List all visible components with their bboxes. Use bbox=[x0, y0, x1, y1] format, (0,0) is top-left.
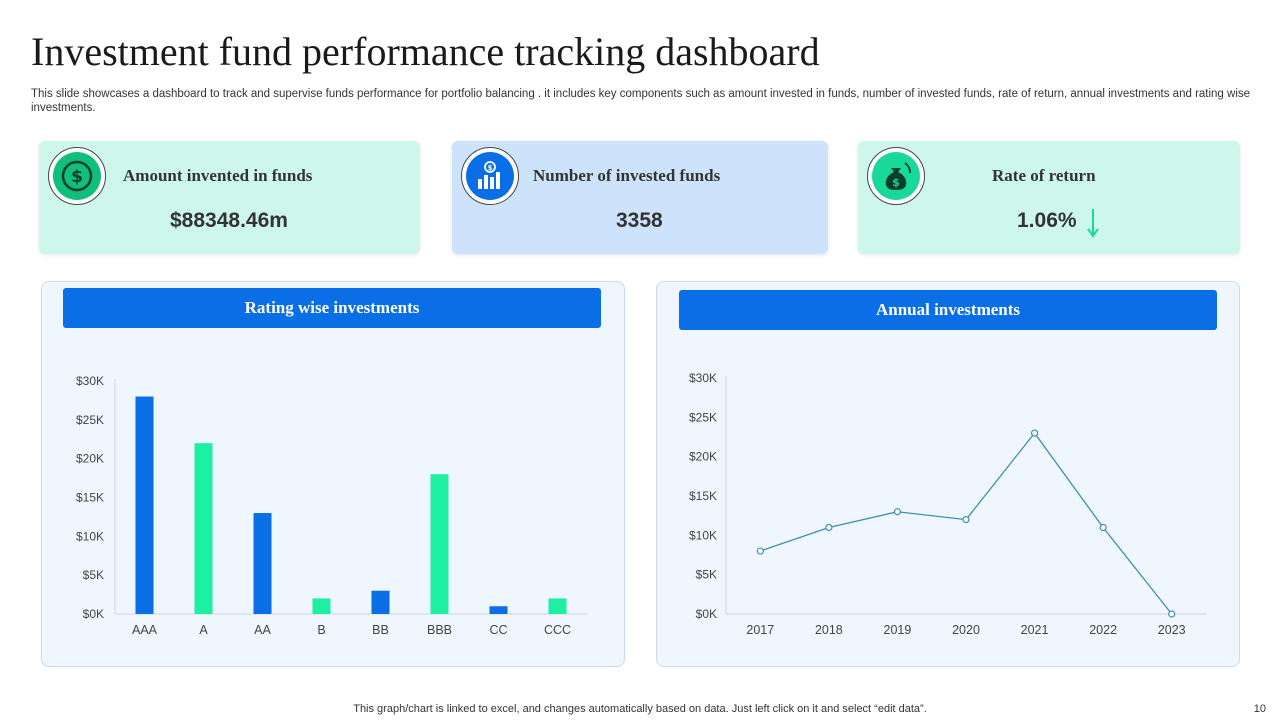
growth-bars-icon: $ bbox=[461, 147, 519, 205]
bar-aa bbox=[253, 513, 272, 614]
bar-bbb bbox=[430, 474, 449, 614]
line-x-tick-label: 2023 bbox=[1158, 623, 1186, 637]
bar-x-tick-label: BBB bbox=[427, 623, 452, 637]
line-x-tick-label: 2020 bbox=[952, 623, 980, 637]
annual-investments-header: Annual investments bbox=[679, 290, 1217, 330]
line-y-tick-label: $25K bbox=[689, 410, 717, 424]
line-point-2017 bbox=[756, 547, 764, 555]
annual-investments-line bbox=[760, 431, 1173, 615]
svg-text:$: $ bbox=[488, 164, 493, 172]
line-x-tick-label: 2022 bbox=[1089, 623, 1117, 637]
line-point-2020 bbox=[962, 516, 970, 524]
line-y-tick-label: $0K bbox=[696, 607, 717, 621]
line-y-tick-label: $30K bbox=[689, 371, 717, 385]
bar-aaa bbox=[135, 396, 154, 614]
kpi-value-number-of-funds: 3358 bbox=[616, 209, 663, 232]
bar-x-tick-label: AAA bbox=[132, 623, 158, 637]
bar-a bbox=[194, 443, 213, 614]
annual-line-chart[interactable]: $0K $5K $10K $15K $20K $25K $30K 2017 2018 2019 20… bbox=[657, 282, 1241, 668]
down-arrow-icon bbox=[1087, 209, 1099, 238]
kpi-value-rate-of-return: 1.06% bbox=[1017, 209, 1077, 232]
rating-investments-header: Rating wise investments bbox=[63, 288, 601, 328]
bar-x-tick-label: B bbox=[317, 623, 325, 637]
line-x-tick-label: 2017 bbox=[746, 623, 774, 637]
annual-investments-panel: Annual investments $0K $5K $10K $15K $20K $25… bbox=[656, 281, 1240, 667]
line-point-2018 bbox=[825, 523, 833, 532]
bar-x-tick-label: CC bbox=[489, 623, 507, 637]
bar-ccc bbox=[548, 598, 567, 614]
kpi-card-rate-of-return: $ Rate of return 1.06% bbox=[858, 141, 1240, 254]
page-number: 10 bbox=[1253, 703, 1266, 715]
kpi-card-number-of-funds: $ Number of invested funds 3358 bbox=[452, 141, 828, 254]
bar-y-tick-label: $20K bbox=[76, 452, 104, 466]
bar-y-tick-label: $10K bbox=[76, 529, 104, 543]
bar-x-tick-label: BB bbox=[372, 623, 389, 637]
bar-bb bbox=[371, 590, 390, 614]
line-point-2019 bbox=[893, 508, 902, 516]
footer-note: This graph/chart is linked to excel, and… bbox=[353, 703, 927, 715]
line-y-tick-label: $10K bbox=[689, 528, 717, 542]
money-bag-icon: $ bbox=[867, 147, 925, 205]
line-point-2021 bbox=[1030, 429, 1039, 437]
dollar-coin-icon: $ bbox=[48, 147, 106, 205]
bar-y-tick-label: $30K bbox=[76, 374, 104, 388]
line-point-2022 bbox=[1099, 523, 1107, 532]
bar-b bbox=[312, 598, 331, 614]
rating-investments-panel: Rating wise investments $0K $5K $10K $15K $2… bbox=[41, 281, 625, 667]
page-title: Investment fund performance tracking das… bbox=[31, 29, 820, 74]
line-x-tick-label: 2021 bbox=[1021, 623, 1049, 637]
bar-x-tick-label: CCC bbox=[544, 623, 571, 637]
kpi-label-amount-invested: Amount invented in funds bbox=[123, 166, 313, 185]
line-point-2023 bbox=[1168, 610, 1176, 618]
bar-y-tick-label: $5K bbox=[83, 568, 104, 582]
svg-text:$: $ bbox=[71, 167, 83, 187]
kpi-value-amount-invested: $88348.46m bbox=[170, 209, 288, 232]
line-x-tick-label: 2018 bbox=[815, 623, 843, 637]
kpi-label-rate-of-return: Rate of return bbox=[992, 166, 1096, 185]
bar-x-tick-label: A bbox=[199, 623, 208, 637]
line-x-tick-label: 2019 bbox=[884, 623, 912, 637]
bar-cc bbox=[489, 606, 508, 614]
svg-text:$: $ bbox=[892, 176, 900, 189]
line-y-tick-label: $5K bbox=[696, 568, 717, 582]
kpi-card-amount-invested: $ Amount invented in funds $88348.46m bbox=[39, 141, 420, 254]
bar-y-tick-label: $0K bbox=[83, 607, 104, 621]
bar-y-tick-label: $15K bbox=[76, 491, 104, 505]
page-subtitle: This slide showcases a dashboard to trac… bbox=[31, 88, 1251, 114]
bar-y-tick-label: $25K bbox=[76, 413, 104, 427]
kpi-label-number-of-funds: Number of invested funds bbox=[533, 166, 721, 185]
line-y-tick-label: $20K bbox=[689, 450, 717, 464]
bar-x-tick-label: AA bbox=[254, 623, 271, 637]
line-y-tick-label: $15K bbox=[689, 489, 717, 503]
